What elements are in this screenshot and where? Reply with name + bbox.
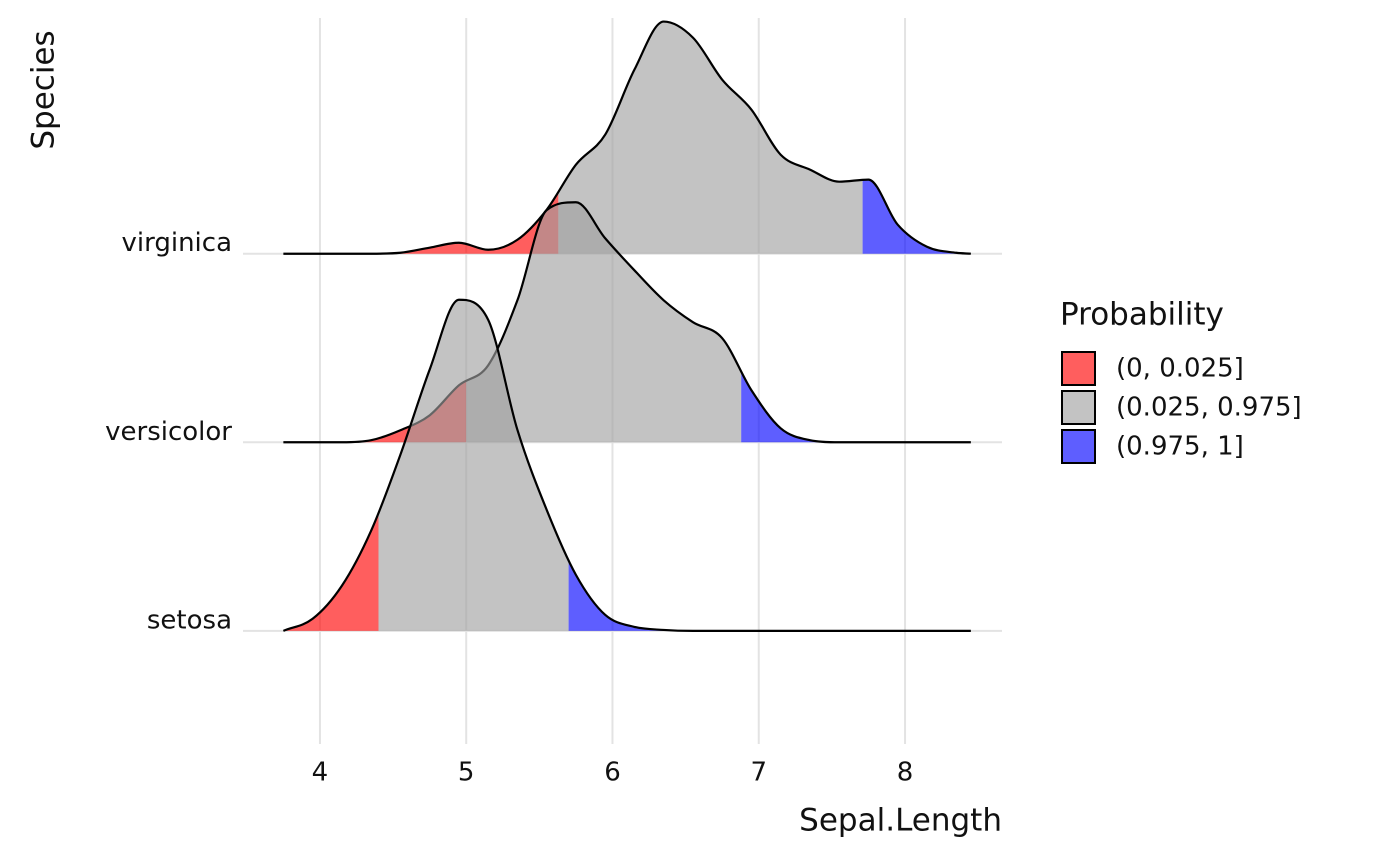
ridge-region xyxy=(862,179,971,254)
legend-label: (0.975, 1] xyxy=(1116,432,1244,462)
ridge-region xyxy=(283,192,559,254)
y-tick-label: virginica xyxy=(122,228,233,258)
y-axis-title: Species xyxy=(26,30,62,149)
legend: Probability (0, 0.025] (0.025, 0.975] (0.97… xyxy=(1060,297,1302,464)
ridge-region xyxy=(568,560,971,631)
x-tick-label: 8 xyxy=(897,758,914,788)
y-tick-label: versicolor xyxy=(105,417,232,447)
x-axis-title: Sepal.Length xyxy=(799,803,1002,839)
legend-label: (0, 0.025] xyxy=(1116,354,1244,384)
ridge-line xyxy=(283,20,971,255)
ridge-line xyxy=(282,298,971,632)
y-tick-label: setosa xyxy=(147,605,232,635)
x-tick-label: 7 xyxy=(750,758,767,788)
labels: 4 5 6 7 8 setosa versicolor virginica xyxy=(105,228,913,787)
x-tick-label: 5 xyxy=(458,758,475,788)
ridge-region xyxy=(558,21,863,254)
ridges xyxy=(282,20,971,632)
legend-label: (0.025, 0.975] xyxy=(1116,393,1302,423)
ridge-region xyxy=(283,513,379,631)
legend-key xyxy=(1061,351,1096,386)
x-tick-label: 6 xyxy=(604,758,621,788)
ridge-region xyxy=(466,202,742,443)
ridge-region xyxy=(741,371,971,443)
ridge-line xyxy=(283,201,971,444)
legend-key xyxy=(1061,390,1096,425)
legend-title: Probability xyxy=(1060,297,1224,333)
legend-key xyxy=(1061,429,1096,464)
x-tick-label: 4 xyxy=(312,758,329,788)
